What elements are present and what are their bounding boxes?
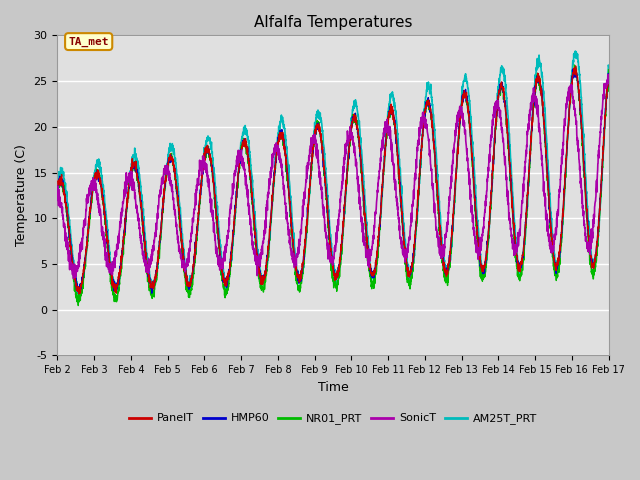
NR01_PRT <box>571 62 579 68</box>
HMP60 <box>76 290 83 296</box>
SonicT <box>508 237 516 242</box>
SonicT <box>605 78 612 84</box>
NR01_PRT <box>438 257 446 263</box>
HMP60 <box>468 144 476 150</box>
PanelT <box>438 246 446 252</box>
SonicT <box>468 204 476 209</box>
Line: SonicT: SonicT <box>58 74 609 278</box>
AM25T_PRT <box>438 236 446 242</box>
HMP60 <box>54 189 61 195</box>
SonicT <box>438 252 446 258</box>
NR01_PRT <box>508 205 516 211</box>
PanelT <box>508 198 516 204</box>
SonicT <box>604 72 612 77</box>
SonicT <box>70 276 77 281</box>
NR01_PRT <box>54 180 61 186</box>
Text: TA_met: TA_met <box>68 36 109 47</box>
Y-axis label: Temperature (C): Temperature (C) <box>15 144 28 246</box>
Line: HMP60: HMP60 <box>58 68 609 293</box>
NR01_PRT <box>438 260 446 265</box>
HMP60 <box>228 239 236 245</box>
PanelT <box>468 145 476 151</box>
PanelT <box>75 291 83 297</box>
NR01_PRT <box>74 303 82 309</box>
Line: AM25T_PRT: AM25T_PRT <box>58 51 609 295</box>
Line: PanelT: PanelT <box>58 66 609 294</box>
PanelT <box>572 63 579 69</box>
HMP60 <box>438 251 446 257</box>
HMP60 <box>403 262 411 268</box>
AM25T_PRT <box>572 48 579 54</box>
AM25T_PRT <box>403 252 411 257</box>
AM25T_PRT <box>76 292 83 298</box>
AM25T_PRT <box>438 240 446 246</box>
NR01_PRT <box>403 271 411 276</box>
HMP60 <box>508 199 516 204</box>
Legend: PanelT, HMP60, NR01_PRT, SonicT, AM25T_PRT: PanelT, HMP60, NR01_PRT, SonicT, AM25T_P… <box>125 409 541 429</box>
X-axis label: Time: Time <box>317 381 348 394</box>
NR01_PRT <box>468 152 476 158</box>
PanelT <box>228 240 236 245</box>
PanelT <box>54 186 61 192</box>
PanelT <box>605 73 612 79</box>
HMP60 <box>438 246 446 252</box>
AM25T_PRT <box>605 63 612 69</box>
NR01_PRT <box>605 67 612 72</box>
HMP60 <box>572 65 579 71</box>
HMP60 <box>605 71 612 77</box>
SonicT <box>403 255 411 261</box>
PanelT <box>438 252 446 258</box>
Line: NR01_PRT: NR01_PRT <box>58 65 609 306</box>
AM25T_PRT <box>228 243 236 249</box>
Title: Alfalfa Temperatures: Alfalfa Temperatures <box>253 15 412 30</box>
SonicT <box>54 188 61 193</box>
NR01_PRT <box>228 248 236 254</box>
SonicT <box>228 190 236 195</box>
AM25T_PRT <box>468 128 476 134</box>
AM25T_PRT <box>508 180 516 186</box>
SonicT <box>438 254 446 260</box>
PanelT <box>403 264 411 269</box>
AM25T_PRT <box>54 182 61 188</box>
